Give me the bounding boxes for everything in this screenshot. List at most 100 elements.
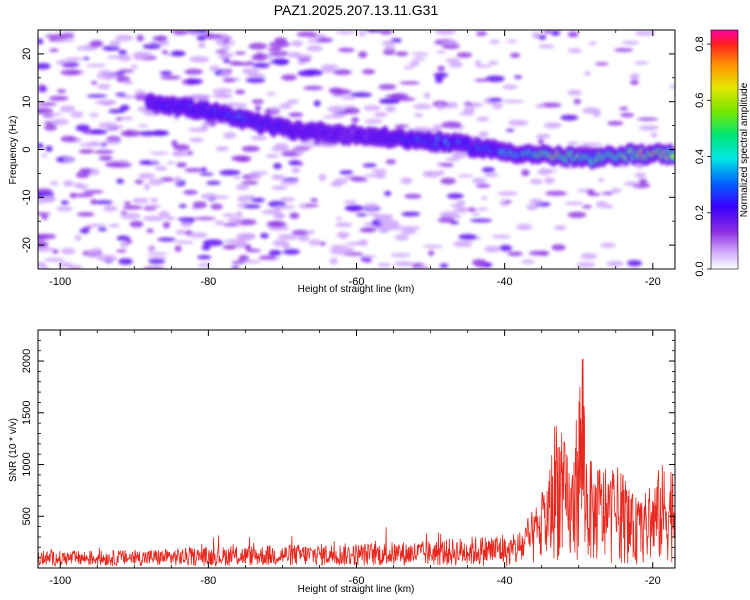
heatmap-noise-cell (412, 57, 427, 61)
heatmap-noise-cell (509, 52, 521, 58)
heatmap-noise-cell (76, 45, 98, 51)
heatmap-noise-cell (268, 249, 282, 256)
heatmap-noise-cell (601, 191, 614, 195)
heatmap-noise-cell (273, 212, 286, 219)
heatmap-noise-cell (474, 78, 490, 82)
heatmap-noise-cell (206, 180, 221, 185)
heatmap-noise-cell (103, 140, 122, 145)
heatmap-noise-cell (366, 212, 380, 216)
heatmap-noise-cell (115, 117, 123, 121)
heatmap-noise-cell (132, 51, 153, 59)
heatmap-noise-cell (272, 239, 288, 247)
heatmap-noise-cell (144, 204, 162, 208)
heatmap-noise-cell (329, 257, 338, 265)
heatmap-noise-cell (267, 47, 283, 52)
heatmap-noise-cell (220, 71, 231, 78)
heatmap-noise-cell (242, 67, 260, 75)
heatmap-noise-cell (403, 65, 415, 70)
heatmap-noise-cell (537, 138, 545, 145)
heatmap-noise-cell (44, 124, 57, 131)
heatmap-noise-cell (335, 217, 343, 221)
heatmap-noise-cell (244, 204, 261, 209)
heatmap-noise-cell (463, 101, 474, 106)
heatmap-noise-cell (521, 169, 530, 177)
heatmap-noise-cell (270, 221, 281, 226)
heatmap-noise-cell (385, 94, 403, 98)
heatmap-noise-cell (176, 162, 187, 168)
heatmap-noise-cell (125, 239, 133, 245)
heatmap-noise-cell (203, 33, 216, 39)
heatmap-noise-cell (576, 262, 596, 268)
heatmap-noise-cell (537, 168, 552, 176)
heatmap-noise-cell (630, 73, 640, 80)
heatmap-noise-cell (121, 116, 134, 121)
heatmap-noise-cell (322, 115, 343, 119)
x-tick-label: -20 (645, 575, 661, 587)
heatmap-noise-cell (333, 69, 352, 76)
heatmap-noise-cell (435, 30, 456, 35)
heatmap-noise-cell (209, 65, 221, 72)
heatmap-noise-cell (582, 204, 592, 209)
heatmap-noise-cell (445, 58, 461, 63)
heatmap-cells (38, 30, 675, 269)
heatmap-noise-cell (173, 144, 190, 151)
heatmap-noise-cell (638, 178, 648, 184)
heatmap-noise-cell (157, 237, 177, 242)
heatmap-noise-cell (399, 226, 422, 230)
heatmap-noise-cell (212, 88, 233, 94)
heatmap-noise-cell (274, 143, 289, 150)
heatmap-noise-cell (40, 196, 55, 203)
heatmap-noise-cell (245, 248, 261, 253)
colorbar-gradient (710, 29, 739, 270)
heatmap-noise-cell (118, 49, 128, 56)
heatmap-noise-cell (279, 103, 293, 109)
heatmap-noise-cell (138, 172, 155, 180)
heatmap-noise-cell (374, 112, 388, 118)
x-tick-label: -80 (200, 276, 216, 288)
heatmap-noise-cell (350, 92, 373, 98)
heatmap-noise-cell (250, 135, 268, 141)
heatmap-noise-cell (381, 40, 396, 46)
heatmap-noise-cell (200, 167, 208, 172)
heatmap-noise-cell (115, 34, 134, 42)
heatmap-noise-cell (274, 37, 288, 44)
heatmap-noise-cell (539, 102, 562, 108)
heatmap-noise-cell (286, 99, 299, 105)
heatmap-noise-cell (484, 172, 499, 178)
heatmap-noise-cell (86, 94, 108, 98)
heatmap-noise-cell (506, 39, 518, 43)
heatmap-noise-cell (529, 198, 544, 204)
heatmap-noise-cell (75, 124, 91, 132)
heatmap-noise-cell (38, 63, 51, 70)
heatmap-noise-cell (119, 104, 130, 111)
heatmap-noise-cell (215, 146, 229, 152)
heatmap-noise-cell (435, 76, 444, 84)
heatmap-noise-cell (345, 247, 355, 254)
heatmap-noise-cell (60, 135, 77, 143)
heatmap-noise-cell (166, 161, 175, 165)
heatmap-noise-cell (593, 110, 601, 118)
heatmap-noise-cell (147, 245, 155, 252)
heatmap-noise-cell (235, 89, 246, 95)
heatmap-noise-cell (436, 50, 446, 54)
heatmap-noise-cell (90, 199, 97, 205)
heatmap-noise-cell (474, 59, 481, 66)
heatmap-noise-cell (103, 205, 118, 212)
heatmap-noise-cell (383, 48, 396, 56)
heatmap-noise-cell (498, 244, 513, 252)
heatmap-noise-cell (310, 198, 318, 203)
heatmap-noise-cell (234, 240, 247, 247)
heatmap-noise-cell (217, 53, 230, 60)
heatmap-noise-cell (58, 33, 75, 39)
heatmap-noise-cell (545, 190, 568, 196)
heatmap-noise-cell (93, 149, 115, 154)
heatmap-noise-cell (330, 245, 348, 249)
x-tick-label: -100 (49, 276, 71, 288)
heatmap-noise-cell (251, 197, 265, 203)
heatmap-noise-cell (507, 119, 529, 127)
heatmap-noise-cell (484, 245, 501, 253)
heatmap-noise-cell (213, 34, 223, 39)
heatmap-noise-cell (146, 228, 154, 233)
heatmap-noise-cell (96, 254, 118, 262)
heatmap-noise-cell (433, 72, 449, 78)
